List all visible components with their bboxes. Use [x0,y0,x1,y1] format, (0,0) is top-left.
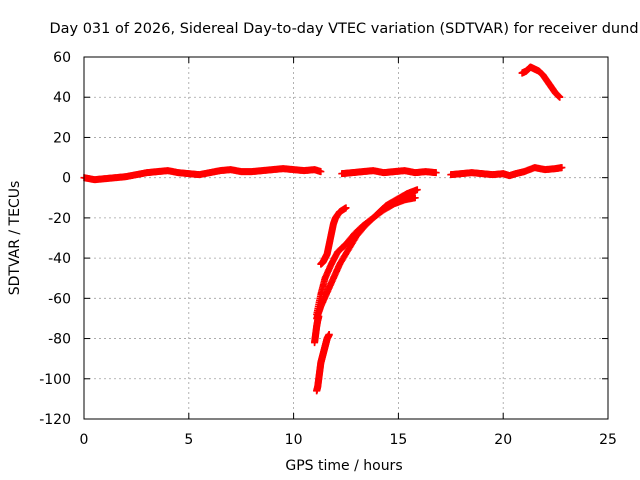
grid-lines [84,57,608,419]
y-tick-label: -20 [48,211,71,227]
y-tick-label: -60 [48,291,71,307]
data-point [315,312,323,320]
plot-frame [83,56,609,420]
x-tick-label: 10 [285,432,303,448]
y-tick-label: -100 [39,372,71,388]
y-tick-label: -120 [39,412,71,428]
data-point [558,164,566,172]
data-point [432,169,440,177]
y-tick-label: 0 [62,171,71,187]
series-track-1 [317,204,350,268]
x-tick-label: 0 [80,432,89,448]
y-tick-label: 60 [53,50,71,66]
data-point [325,331,333,339]
series-track-6 [518,63,564,101]
series-baseline-morning [80,165,325,184]
series-track-3 [313,186,421,322]
x-tick-label: 20 [494,432,512,448]
data-point [556,93,564,101]
data-points [80,63,566,395]
series-track-5 [313,331,333,395]
x-tick-label: 15 [389,432,407,448]
y-axis-label: SDTVAR / TECUs [7,181,23,296]
series-baseline-evening [447,164,566,180]
x-tick-label: 5 [184,432,193,448]
axis-ticks: -120 -100 -80 -60 -40 -20 0 20 40 60 0 5 10 15 20 25 [39,50,617,448]
x-tick-label: 25 [599,432,617,448]
chart-title: Day 031 of 2026, Sidereal Day-to-day VTE… [49,21,638,37]
y-tick-label: -80 [48,332,71,348]
data-point [342,204,350,212]
series-track-4 [311,312,323,347]
data-point [411,194,419,202]
y-tick-label: 40 [53,90,71,106]
data-point [317,168,325,176]
series-baseline-afternoon [338,167,440,178]
y-tick-label: -40 [48,251,71,267]
data-point [413,186,421,194]
y-tick-label: 20 [53,130,71,146]
x-axis-label: GPS time / hours [285,458,402,474]
